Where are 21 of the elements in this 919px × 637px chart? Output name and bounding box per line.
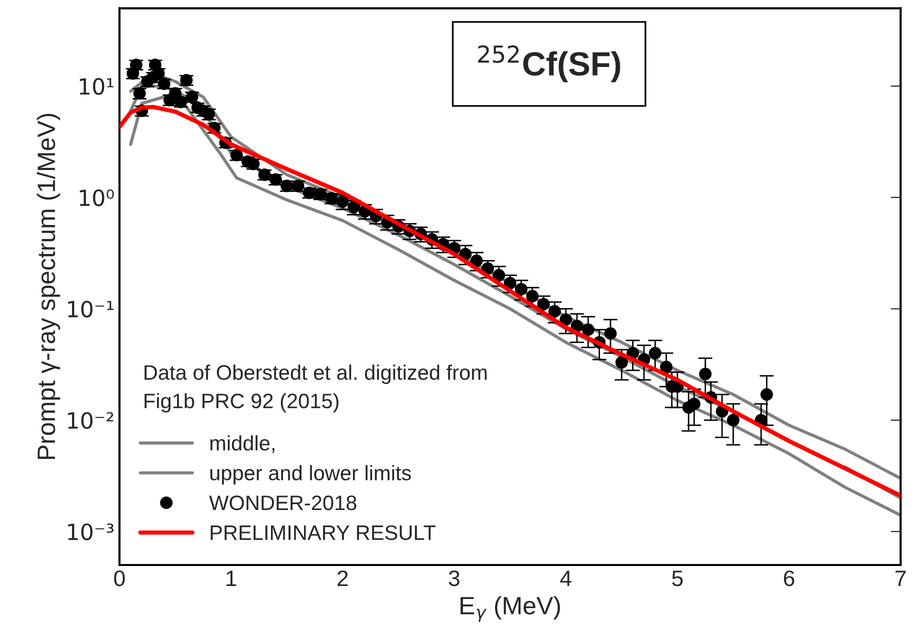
y-tick-label: 10⁰ — [80, 189, 114, 206]
x-axis-title: E$_{γ}$ (MeV) — [460, 596, 560, 622]
x-tick-label: 3 — [448, 570, 460, 586]
annotation: Data of Oberstedt et al. digitized from Fig1b PRC 92 (2015) — [144, 364, 487, 412]
legend-label: PRELIMINARY RESULT — [210, 525, 436, 540]
legend-label: upper and lower limits — [210, 465, 411, 485]
y-tick-label: 10⁻¹ — [68, 300, 114, 318]
y-tick-label: 10¹ — [80, 78, 114, 95]
x-tick-label: 5 — [672, 570, 683, 586]
y-axis-title: Prompt γ-ray spectrum (1/MeV) — [36, 114, 60, 459]
legend-label: middle, — [210, 435, 274, 454]
x-tick-label: 6 — [784, 570, 794, 586]
legend-label: WONDER-2018 — [209, 495, 356, 510]
x-tick-label: 2 — [338, 570, 348, 586]
text: $^{252}$Cf(SF) — [478, 45, 620, 82]
x-tick-label: 0 — [114, 570, 125, 586]
y-tick-label: 10⁻² — [68, 412, 114, 429]
x-tick-label: 7 — [896, 570, 906, 586]
y-tick-label: 10⁻³ — [68, 523, 114, 540]
x-tick-label: 4 — [560, 570, 572, 586]
x-tick-label: 1 — [226, 570, 236, 586]
